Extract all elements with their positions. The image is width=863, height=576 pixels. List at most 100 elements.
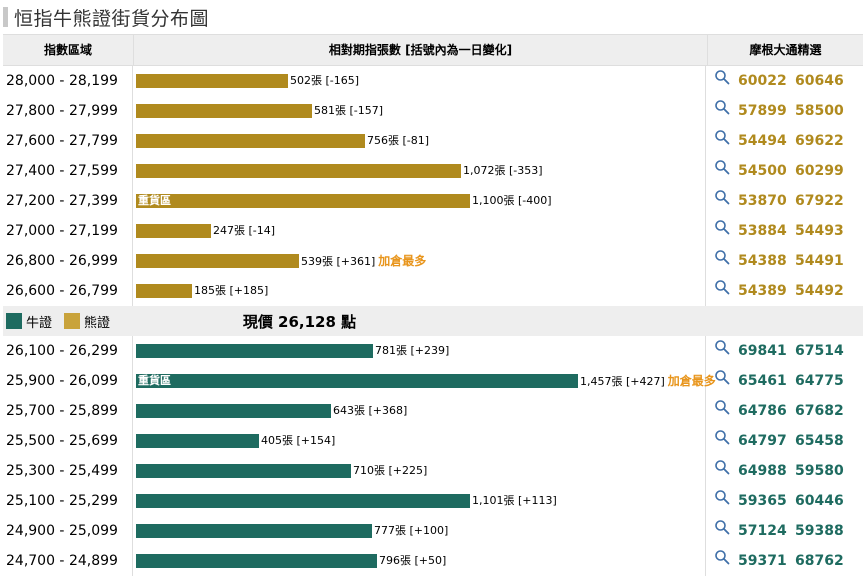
- bar-cell: 247張 [-14]: [133, 216, 706, 246]
- warrant-code-link[interactable]: 54388: [738, 253, 787, 269]
- index-range: 25,100 - 25,299: [3, 486, 133, 516]
- price-divider: 牛證 熊證 現價 26,128 點: [3, 306, 863, 336]
- warrant-code-link[interactable]: 59388: [795, 523, 844, 539]
- search-icon[interactable]: [714, 69, 732, 85]
- bull-bar: [136, 344, 373, 358]
- index-range: 24,900 - 25,099: [3, 516, 133, 546]
- bar-cell: 1,072張 [-353]: [133, 156, 706, 186]
- warrant-code-link[interactable]: 67922: [795, 193, 844, 209]
- bull-bar: [136, 554, 377, 568]
- search-icon[interactable]: [714, 99, 732, 115]
- warrant-code-link[interactable]: 60446: [795, 493, 844, 509]
- search-icon[interactable]: [714, 429, 732, 445]
- bear-row: 27,400 - 27,599 1,072張 [-353] 54500 60299: [3, 156, 863, 186]
- bar-value-label: 539張 [+361] 加倉最多: [301, 253, 426, 270]
- search-icon[interactable]: [714, 369, 732, 385]
- bar-value-text: 781張 [+239]: [375, 344, 450, 357]
- most-added-tag: 加倉最多: [378, 254, 427, 268]
- warrant-code-link[interactable]: 69622: [795, 133, 844, 149]
- search-icon[interactable]: [714, 249, 732, 265]
- search-icon[interactable]: [714, 519, 732, 535]
- search-icon[interactable]: [714, 159, 732, 175]
- warrant-code-link[interactable]: 53884: [738, 223, 787, 239]
- index-range: 27,600 - 27,799: [3, 126, 133, 156]
- search-icon[interactable]: [714, 219, 732, 235]
- search-icon[interactable]: [714, 549, 732, 565]
- bull-row: 24,700 - 24,899 796張 [+50] 59371 68762: [3, 546, 863, 576]
- warrant-code-link[interactable]: 54494: [738, 133, 787, 149]
- bull-row: 25,900 - 26,099 重貨區 1,457張 [+427] 加倉最多 65461…: [3, 366, 863, 396]
- header-jpm-picks: 摩根大通精選: [749, 43, 822, 57]
- search-icon[interactable]: [714, 129, 732, 145]
- warrant-codes: 59365 60446: [706, 486, 861, 516]
- warrant-code-link[interactable]: 54500: [738, 163, 787, 179]
- bar-value-label: 643張 [+368]: [333, 403, 407, 419]
- warrant-code-link[interactable]: 59371: [738, 553, 787, 569]
- bull-row: 25,300 - 25,499 710張 [+225] 64988 59580: [3, 456, 863, 486]
- warrant-code-link[interactable]: 60646: [795, 73, 844, 89]
- warrant-code-link[interactable]: 58500: [795, 103, 844, 119]
- warrant-code-link[interactable]: 68762: [795, 553, 844, 569]
- warrant-code-link[interactable]: 54492: [795, 283, 844, 299]
- bar-value-text: 539張 [+361]: [301, 255, 376, 268]
- warrant-code-link[interactable]: 64775: [795, 373, 844, 389]
- warrant-code-link[interactable]: 54491: [795, 253, 844, 269]
- warrant-code-link[interactable]: 64786: [738, 403, 787, 419]
- warrant-code-link[interactable]: 67514: [795, 343, 844, 359]
- warrant-code-link[interactable]: 57124: [738, 523, 787, 539]
- search-icon[interactable]: [714, 339, 732, 355]
- bull-row: 24,900 - 25,099 777張 [+100] 57124 59388: [3, 516, 863, 546]
- chart-title-bar: 恒指牛熊證街貨分布圖: [0, 0, 863, 34]
- heavy-zone-tag: 重貨區: [138, 374, 171, 387]
- search-icon[interactable]: [714, 459, 732, 475]
- bull-bar: [136, 404, 331, 418]
- index-range: 27,000 - 27,199: [3, 216, 133, 246]
- bar-value-text: 1,101張 [+113]: [472, 494, 557, 507]
- warrant-code-link[interactable]: 59580: [795, 463, 844, 479]
- warrant-codes: 54494 69622: [706, 126, 861, 156]
- bar-value-text: 247張 [-14]: [213, 224, 276, 237]
- index-range: 26,800 - 26,999: [3, 246, 133, 276]
- header-index-range: 指數區域: [3, 35, 134, 65]
- header-contracts: 相對期指張數 [括號內為一日變化]: [134, 35, 708, 65]
- index-range: 26,100 - 26,299: [3, 336, 133, 366]
- search-icon[interactable]: [714, 489, 732, 505]
- warrant-code-link[interactable]: 53870: [738, 193, 787, 209]
- warrant-code-link[interactable]: 54389: [738, 283, 787, 299]
- warrant-code-link[interactable]: 60022: [738, 73, 787, 89]
- warrant-code-link[interactable]: 57899: [738, 103, 787, 119]
- current-price: 現價 26,128 點: [242, 312, 357, 331]
- bar-value-text: 502張 [-165]: [290, 74, 360, 87]
- warrant-code-link[interactable]: 54493: [795, 223, 844, 239]
- warrant-code-link[interactable]: 60299: [795, 163, 844, 179]
- bull-bar: [136, 524, 372, 538]
- bar-value-label: 405張 [+154]: [261, 433, 335, 449]
- warrant-codes: 59371 68762: [706, 546, 861, 576]
- search-icon[interactable]: [714, 399, 732, 415]
- warrant-codes: 54388 54491: [706, 246, 861, 276]
- bull-rows: 26,100 - 26,299 781張 [+239] 69841 67514 25,9…: [3, 336, 863, 576]
- index-range: 24,700 - 24,899: [3, 546, 133, 576]
- warrant-code-link[interactable]: 69841: [738, 343, 787, 359]
- warrant-codes: 60022 60646: [706, 66, 861, 96]
- bar-cell: 539張 [+361] 加倉最多: [133, 246, 706, 276]
- warrant-code-link[interactable]: 65458: [795, 433, 844, 449]
- bear-row: 27,000 - 27,199 247張 [-14] 53884 54493: [3, 216, 863, 246]
- bar-value-text: 1,072張 [-353]: [463, 164, 543, 177]
- warrant-code-link[interactable]: 67682: [795, 403, 844, 419]
- warrant-code-link[interactable]: 64988: [738, 463, 787, 479]
- heavy-zone-tag: 重貨區: [138, 194, 171, 207]
- search-icon[interactable]: [714, 279, 732, 295]
- most-added-tag: 加倉最多: [667, 374, 716, 388]
- warrant-code-link[interactable]: 65461: [738, 373, 787, 389]
- warrant-codes: 64988 59580: [706, 456, 861, 486]
- search-icon[interactable]: [714, 189, 732, 205]
- warrant-code-link[interactable]: 64797: [738, 433, 787, 449]
- bar-cell: 796張 [+50]: [133, 546, 706, 576]
- warrant-code-link[interactable]: 59365: [738, 493, 787, 509]
- warrant-codes: 54500 60299: [706, 156, 861, 186]
- bar-cell: 重貨區 1,100張 [-400]: [133, 186, 706, 216]
- distribution-table: 指數區域 相對期指張數 [括號內為一日變化] 摩根大通精選 28,000 - 2…: [3, 34, 863, 576]
- bar-value-text: 405張 [+154]: [261, 434, 336, 447]
- warrant-codes: 64786 67682: [706, 396, 861, 426]
